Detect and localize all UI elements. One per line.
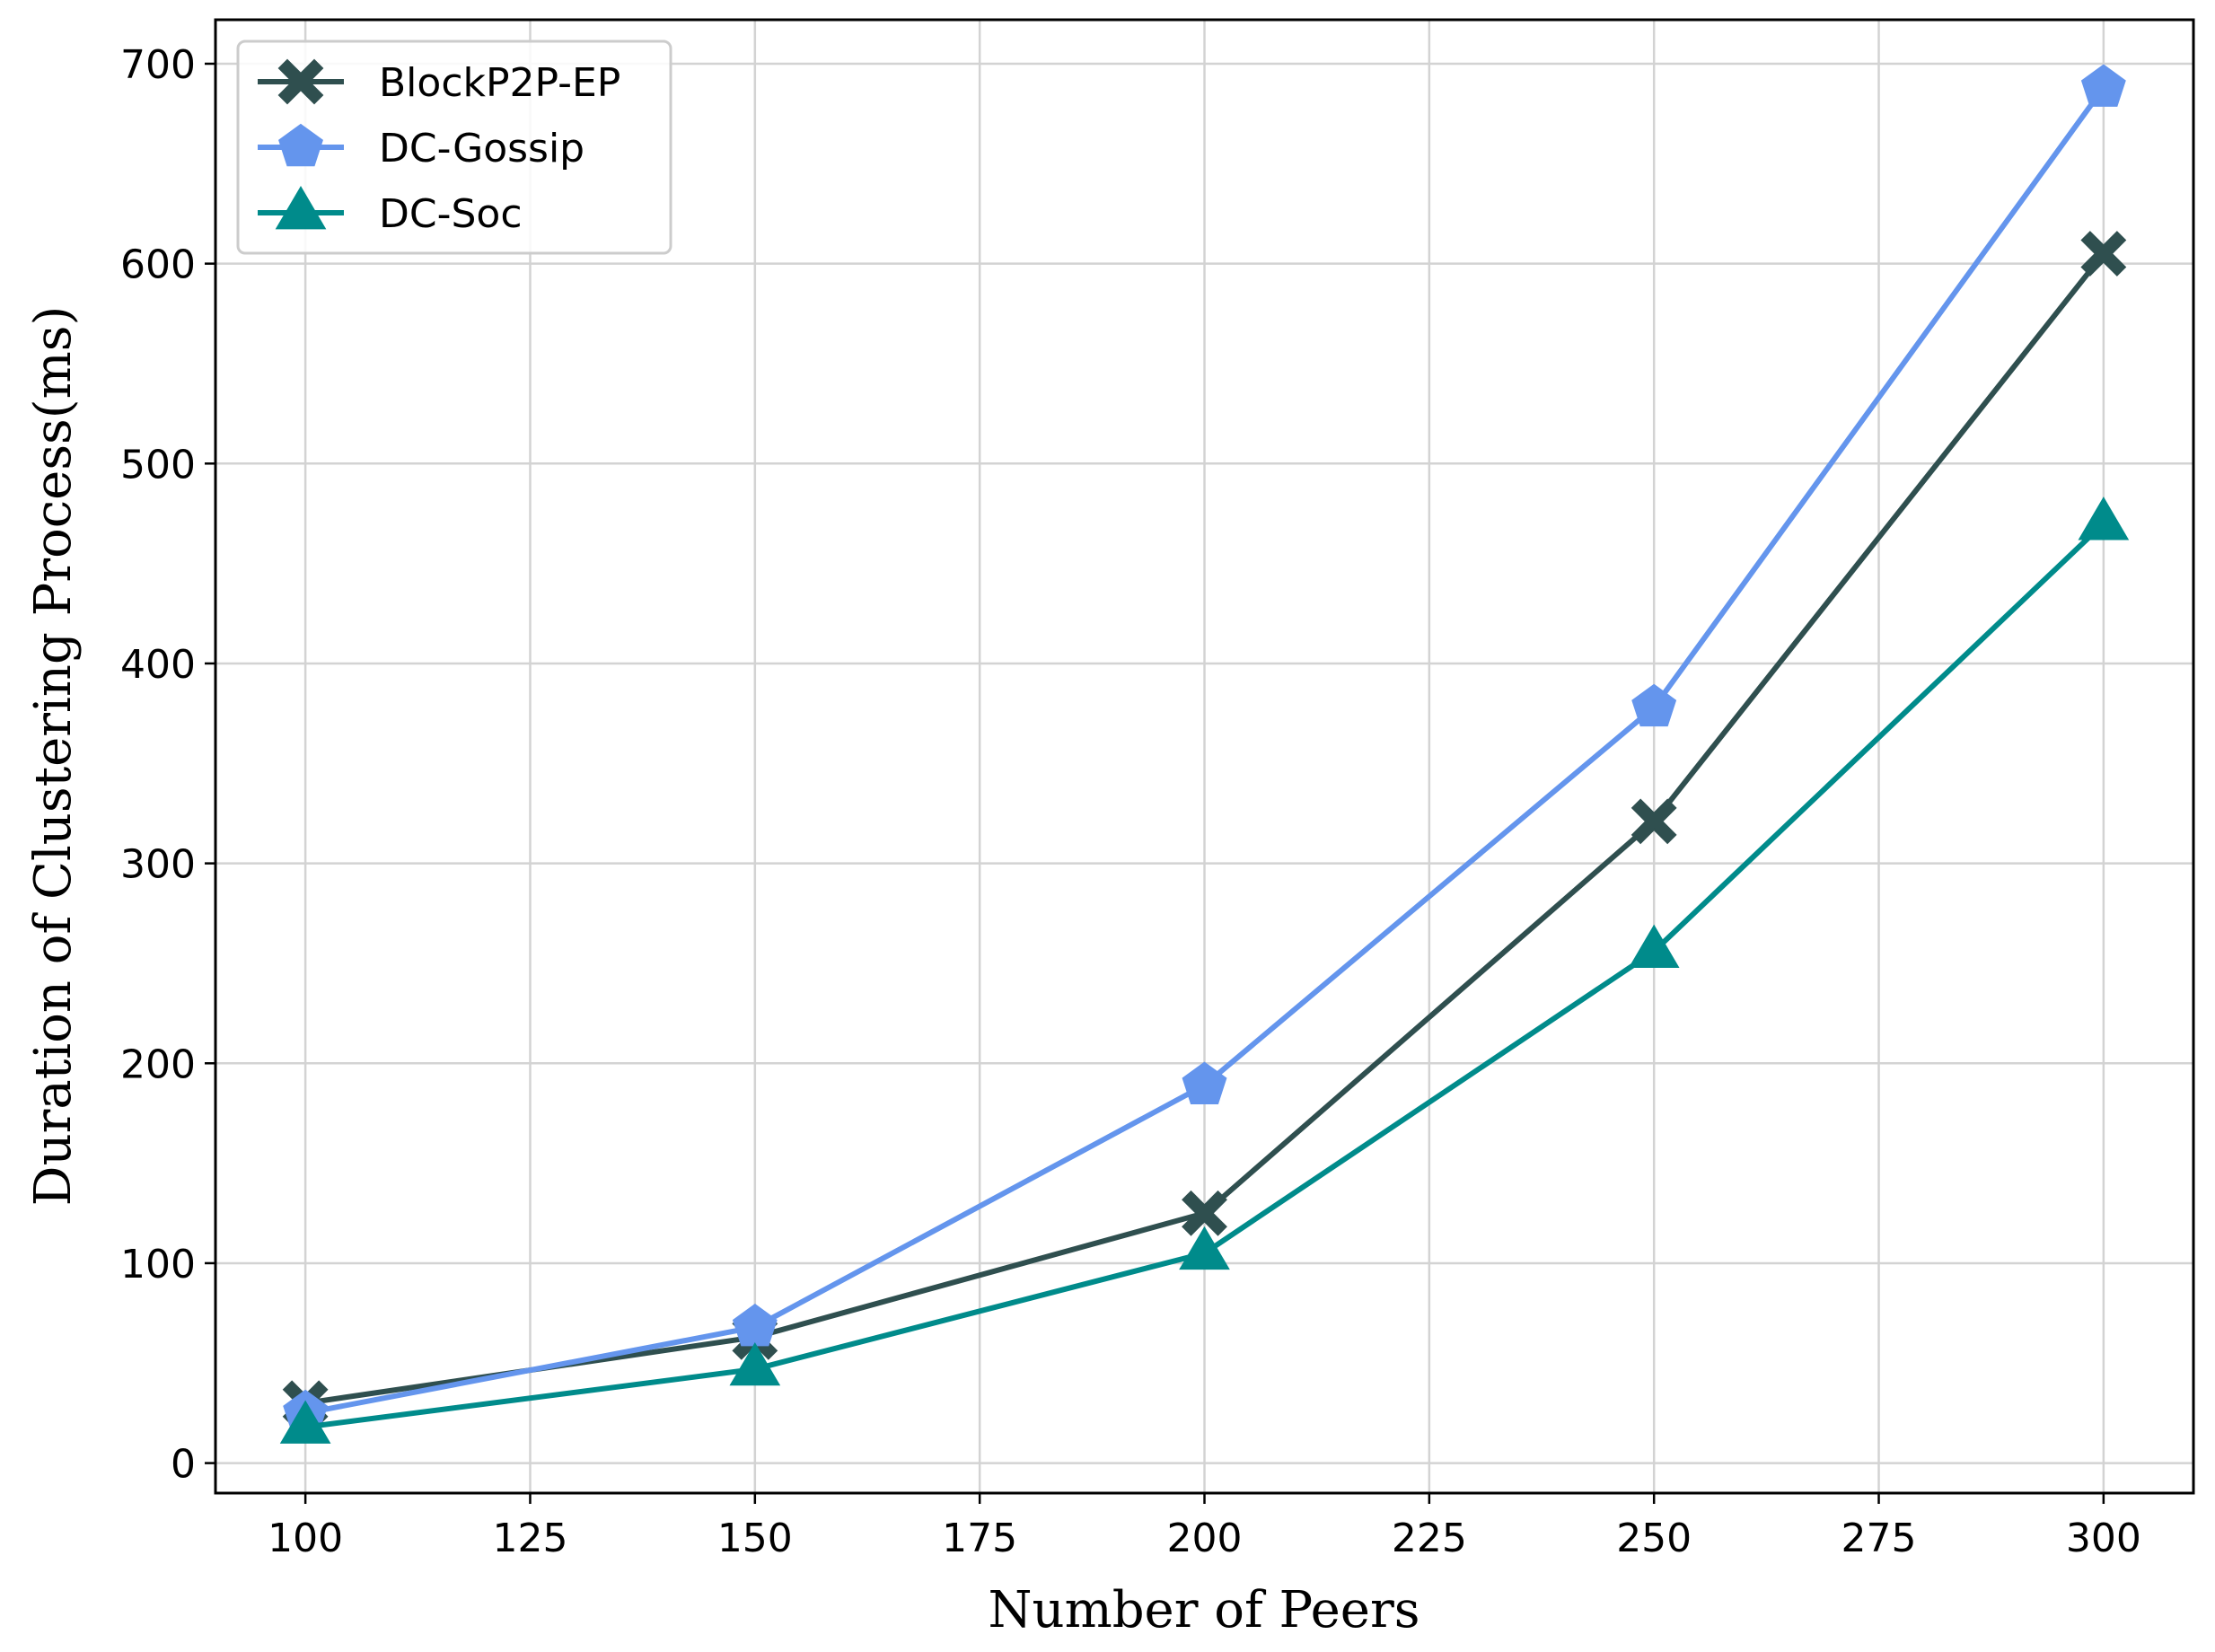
x-tick-label: 125: [492, 1516, 567, 1561]
y-tick-label: 400: [120, 642, 196, 688]
data-point: [1182, 1061, 1227, 1105]
x-tick-label: 300: [2066, 1516, 2141, 1561]
series-lines: [279, 64, 2130, 1444]
data-point: [2080, 231, 2127, 277]
series-dc-soc: [279, 496, 2130, 1444]
axis-ticks: 100 125 150 175 200 225 250 275 300 0 100 200 300 400…: [120, 42, 2141, 1561]
y-tick-label: 0: [171, 1442, 196, 1488]
x-tick-label: 250: [1616, 1516, 1692, 1561]
legend-marker: [278, 123, 323, 167]
x-tick-label: 175: [942, 1516, 1017, 1561]
y-tick-label: 300: [120, 842, 196, 888]
x-axis-label: Number of Peers: [989, 1581, 1420, 1639]
y-axis-label: Duration of Clustering Process(ms): [24, 306, 83, 1207]
data-point: [279, 1400, 331, 1444]
data-point: [1179, 1226, 1230, 1270]
legend-entry: BlockP2P-EP: [258, 58, 620, 106]
legend-box: [236, 40, 672, 255]
legend-label: BlockP2P-EP: [379, 60, 620, 106]
legend-marker: [275, 186, 327, 230]
y-tick-label: 200: [120, 1041, 196, 1087]
legend-label: DC-Gossip: [379, 126, 585, 171]
legend-entry: DC-Soc: [258, 186, 523, 237]
data-point: [729, 1341, 781, 1386]
grid: [215, 20, 2193, 1493]
x-tick-label: 275: [1841, 1516, 1917, 1561]
data-point: [2078, 496, 2130, 540]
data-point: [1631, 683, 1677, 727]
data-point: [1628, 924, 1680, 968]
y-tick-label: 500: [120, 442, 196, 488]
legend-entry: DC-Gossip: [258, 123, 585, 171]
data-point: [732, 1303, 778, 1347]
plot-frame: [214, 18, 2195, 1495]
x-tick-label: 100: [268, 1516, 343, 1561]
data-point: [1182, 1190, 1227, 1236]
x-tick-label: 150: [717, 1516, 793, 1561]
x-tick-label: 225: [1392, 1516, 1467, 1561]
data-point: [2080, 64, 2126, 107]
legend-marker: [277, 58, 324, 105]
legend: BlockP2P-EP DC-Gossip DC-Soc: [236, 40, 672, 255]
y-tick-label: 700: [120, 42, 196, 88]
y-tick-label: 100: [120, 1242, 196, 1287]
legend-label: DC-Soc: [379, 191, 523, 237]
data-point: [1630, 798, 1677, 845]
x-tick-label: 200: [1167, 1516, 1243, 1561]
y-tick-label: 600: [120, 242, 196, 288]
